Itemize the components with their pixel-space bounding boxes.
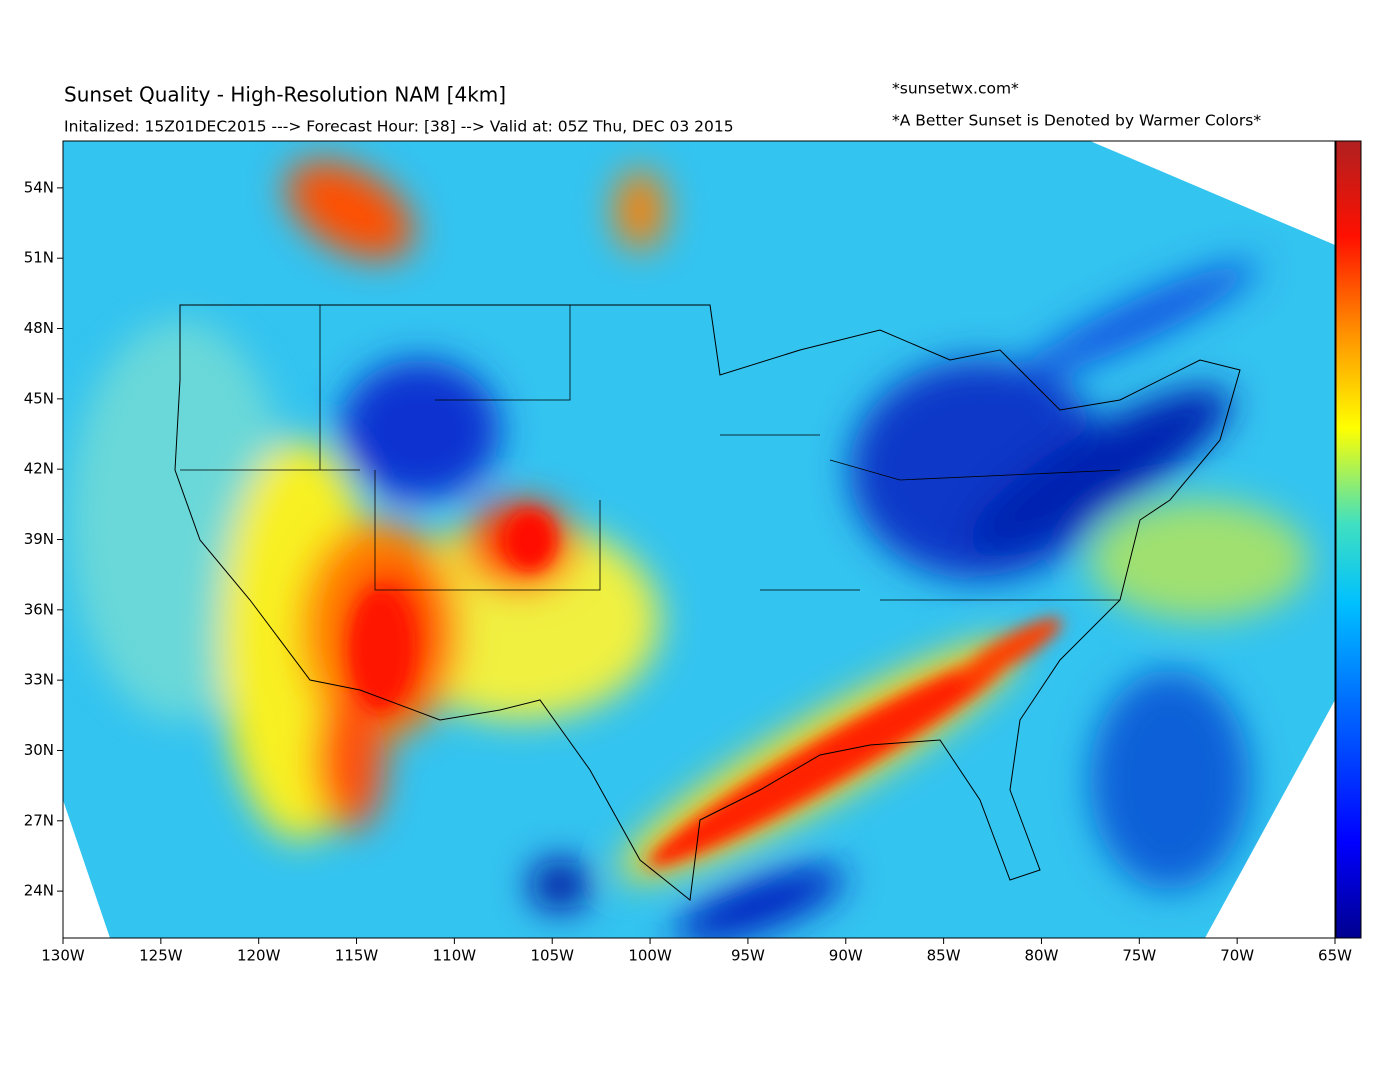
subtitle: Initalized: 15Z01DEC2015 ---> Forecast H… — [64, 118, 734, 136]
x-tick-label: 120W — [237, 947, 281, 965]
y-tick-label: 39N — [24, 530, 54, 548]
colorbar — [1335, 140, 1362, 939]
y-tick-label: 24N — [24, 882, 54, 900]
x-tick-label: 85W — [927, 947, 961, 965]
coastline — [174, 304, 1241, 901]
x-tick-label: 130W — [41, 947, 85, 965]
field — [63, 141, 1335, 938]
y-tick-label: 36N — [24, 600, 54, 618]
title: Sunset Quality - High-Resolution NAM [4k… — [64, 83, 506, 107]
y-tick-label: 45N — [24, 389, 54, 407]
y-tick-label: 27N — [24, 811, 54, 829]
y-tick-label: 30N — [24, 741, 54, 759]
x-tick-label: 105W — [530, 947, 574, 965]
y-tick-label: 54N — [24, 178, 54, 196]
x-tick-label: 80W — [1025, 947, 1059, 965]
x-tick-label: 90W — [829, 947, 863, 965]
credit: *sunsetwx.com* — [892, 80, 1019, 98]
x-tick-label: 70W — [1220, 947, 1254, 965]
x-tick-label: 125W — [139, 947, 183, 965]
y-tick-label: 51N — [24, 249, 54, 267]
y-tick-label: 42N — [24, 460, 54, 478]
x-tick-label: 75W — [1122, 947, 1156, 965]
x-tick-label: 95W — [731, 947, 765, 965]
y-tick-label: 48N — [24, 319, 54, 337]
x-tick-label: 115W — [335, 947, 379, 965]
x-tick-label: 110W — [433, 947, 477, 965]
x-tick-label: 65W — [1318, 947, 1352, 965]
x-tick-label: 100W — [628, 947, 672, 965]
y-tick-label: 33N — [24, 671, 54, 689]
state-borders — [180, 305, 1121, 601]
note: *A Better Sunset is Denoted by Warmer Co… — [892, 112, 1261, 130]
